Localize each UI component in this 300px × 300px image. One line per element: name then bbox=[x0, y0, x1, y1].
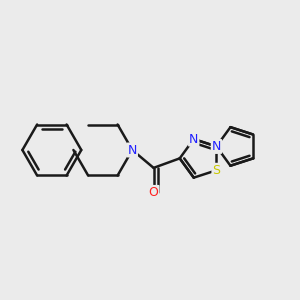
Text: S: S bbox=[212, 164, 220, 177]
Text: N: N bbox=[212, 140, 221, 153]
Text: O: O bbox=[149, 186, 158, 199]
Text: N: N bbox=[128, 143, 137, 157]
Text: N: N bbox=[189, 133, 198, 146]
